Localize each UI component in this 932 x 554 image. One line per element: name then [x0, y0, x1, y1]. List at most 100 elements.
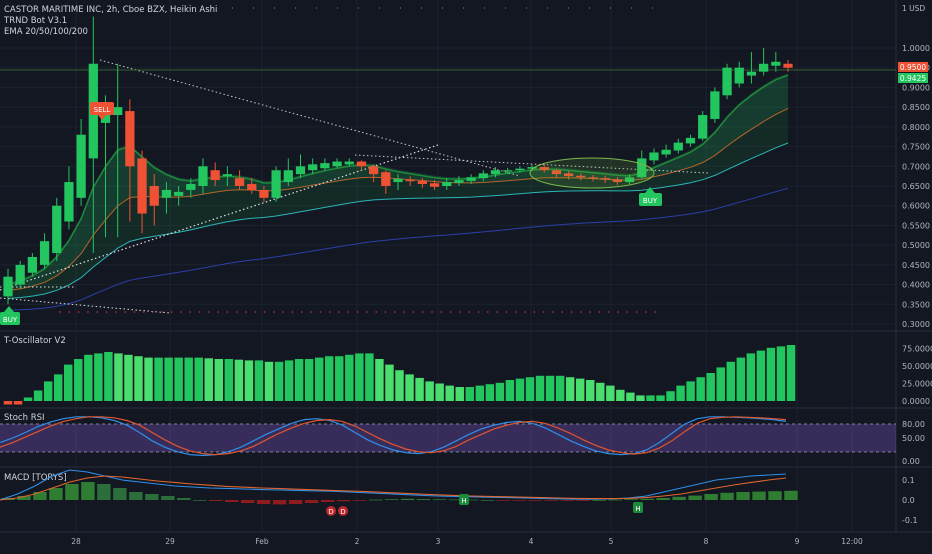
candle[interactable] [76, 118, 86, 206]
sell-signal[interactable]: SELL [90, 102, 114, 120]
oscillator-bar [284, 360, 294, 401]
macd-bar [720, 492, 734, 500]
candle[interactable] [234, 170, 245, 190]
candle[interactable] [64, 166, 74, 230]
candle[interactable] [137, 150, 147, 234]
price-axis-currency: 1 USD [902, 4, 925, 13]
candle[interactable] [283, 158, 293, 186]
candle[interactable] [368, 164, 379, 183]
oscillator-bar [666, 391, 675, 401]
oscillator-bar [776, 346, 786, 401]
red-dot [226, 311, 229, 313]
candle[interactable] [417, 178, 428, 188]
buy-signal-2[interactable]: BUY [639, 187, 662, 206]
oscillator-bar [194, 357, 203, 401]
candle[interactable] [210, 162, 220, 186]
price-axis[interactable]: 1.0000 0.9500 0.9000 0.8500 0.8000 0.7500 0.70… [902, 44, 930, 329]
candle[interactable] [271, 166, 281, 202]
red-dot [412, 311, 415, 313]
candle[interactable] [637, 150, 647, 179]
candle[interactable] [186, 178, 196, 198]
oscillator-bar [656, 395, 665, 401]
candle[interactable] [198, 158, 208, 194]
candle[interactable] [15, 260, 25, 289]
candle[interactable] [100, 95, 111, 238]
candle[interactable] [149, 174, 159, 226]
oscillator-bar [214, 359, 224, 401]
candle[interactable] [344, 158, 354, 167]
oscillator-bar [365, 353, 374, 401]
candle[interactable] [771, 51, 781, 72]
candle[interactable] [39, 233, 50, 269]
red-dot [570, 311, 573, 313]
candle[interactable] [295, 154, 306, 179]
candle[interactable] [600, 175, 610, 183]
oscillator-bar [314, 357, 324, 401]
candle[interactable] [515, 166, 525, 173]
candle[interactable] [746, 51, 757, 84]
candle[interactable] [308, 158, 318, 175]
red-dot [654, 311, 657, 313]
candle[interactable] [356, 160, 367, 171]
candle[interactable] [758, 48, 769, 76]
candle[interactable] [125, 99, 135, 222]
candle[interactable] [734, 61, 744, 88]
macd-bar [400, 498, 415, 500]
macd-bar [480, 500, 495, 501]
candle[interactable] [405, 176, 415, 186]
candle[interactable] [673, 138, 683, 154]
macd-bar [240, 500, 255, 503]
candle[interactable] [710, 87, 720, 123]
candle[interactable] [222, 166, 233, 186]
candle[interactable] [649, 148, 659, 165]
candle[interactable] [393, 174, 403, 190]
candle[interactable] [722, 63, 732, 100]
candle[interactable] [503, 167, 513, 175]
candle[interactable] [429, 180, 440, 190]
candle[interactable] [161, 182, 172, 214]
price-candles[interactable] [3, 16, 793, 305]
time-axis[interactable]: 28 29 Feb 2 3 4 5 8 9 12:00 [71, 537, 863, 546]
candle[interactable] [576, 173, 586, 181]
candle[interactable] [685, 134, 696, 147]
candle[interactable] [539, 163, 549, 173]
candle[interactable] [454, 176, 464, 186]
candle[interactable] [588, 174, 598, 182]
candle[interactable] [612, 177, 623, 186]
candle[interactable] [332, 158, 342, 169]
candle[interactable] [3, 268, 13, 305]
candle[interactable] [698, 111, 708, 141]
macd-lines [0, 469, 787, 501]
candle[interactable] [259, 186, 269, 202]
candle[interactable] [442, 178, 452, 190]
price-tick: 0.3000 [902, 320, 930, 329]
candle[interactable] [624, 174, 635, 185]
candle[interactable] [466, 174, 476, 185]
buy-signal-1[interactable]: BUY [0, 306, 20, 325]
oscillator-bar [53, 374, 63, 401]
candle[interactable] [173, 186, 184, 206]
candle[interactable] [27, 253, 38, 277]
macd-bar [129, 492, 143, 500]
candle[interactable] [527, 164, 537, 172]
last-price-text: 0.9500 [900, 63, 926, 72]
candle[interactable] [52, 197, 62, 261]
candle[interactable] [381, 170, 391, 194]
candle[interactable] [113, 63, 123, 238]
candle[interactable] [478, 170, 488, 182]
red-dot [180, 311, 182, 313]
candle[interactable] [247, 178, 257, 194]
candle[interactable] [563, 171, 574, 180]
candle[interactable] [490, 167, 501, 178]
candle[interactable] [320, 158, 330, 171]
trend-cloud-slow [8, 108, 788, 299]
oscillator-tick: 75.0000 [902, 345, 932, 354]
candle[interactable] [783, 59, 793, 72]
candle[interactable] [551, 168, 562, 178]
oscillator-bar [706, 373, 715, 401]
oscillator-bar [154, 357, 163, 401]
red-dot [254, 311, 257, 313]
candle[interactable] [661, 144, 671, 158]
